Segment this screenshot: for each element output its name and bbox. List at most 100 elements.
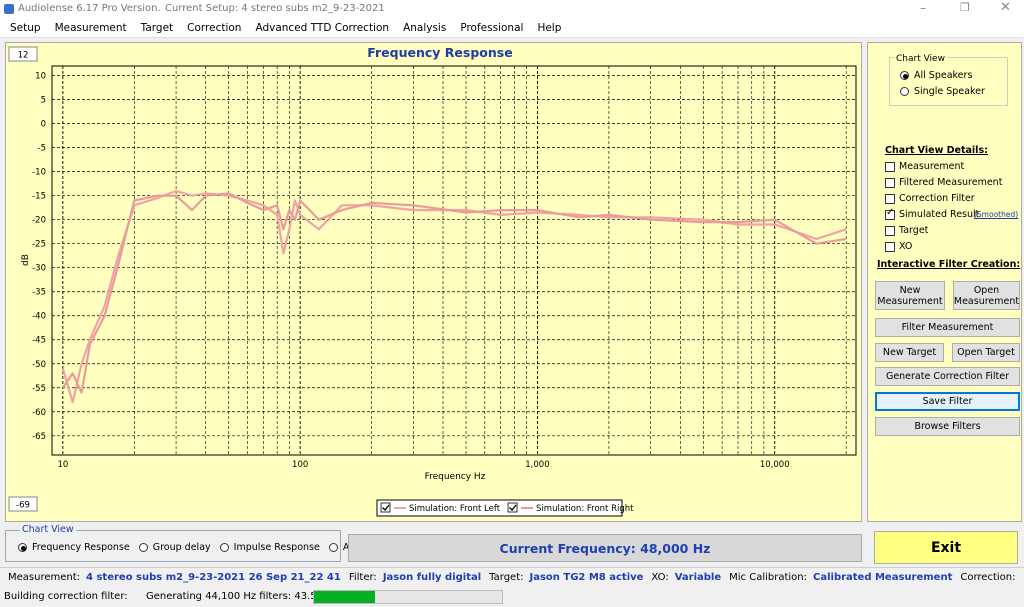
minimize[interactable]: – — [920, 1, 926, 15]
status-label: XO: — [651, 572, 669, 583]
y-tick-label: -65 — [32, 432, 46, 442]
radio-label: All Speakers — [914, 70, 973, 81]
checkbox-label: Filtered Measurement — [899, 177, 1003, 188]
checkbox[interactable] — [885, 162, 895, 172]
radio-label: Group delay — [152, 542, 211, 553]
action-button[interactable]: Open Target — [952, 343, 1020, 362]
checkbox-label: Measurement — [899, 161, 965, 172]
plot-area — [51, 65, 857, 456]
menu-item[interactable]: Help — [537, 22, 562, 34]
menu-item[interactable]: Professional — [460, 22, 524, 34]
status-label: Correction: — [960, 572, 1016, 583]
checkbox[interactable] — [885, 210, 895, 220]
legend-checkbox — [507, 502, 518, 513]
status-label: Mic Calibration: — [729, 572, 807, 583]
group-title: Chart View — [894, 54, 947, 64]
title-bar: Audiolense 6.17 Pro Version. Current Set… — [0, 0, 1024, 18]
legend-checkbox — [380, 502, 391, 513]
checkbox[interactable] — [885, 226, 895, 236]
status-value: Variable — [674, 572, 722, 583]
current-frequency: Current Frequency: 48,000 Hz — [348, 534, 862, 562]
axis-limit-box — [8, 496, 38, 512]
radio-button[interactable] — [138, 543, 148, 552]
radio-label: Single Speaker — [914, 86, 985, 97]
menu-item[interactable]: Advanced TTD Correction — [255, 22, 390, 34]
checkbox[interactable] — [885, 242, 895, 252]
y-axis-label: dB — [21, 254, 31, 266]
action-button[interactable]: New Target — [875, 343, 944, 362]
menu-item[interactable]: Measurement — [54, 22, 127, 34]
radio-label: Impulse Response — [233, 542, 320, 553]
progress-bar-row: Building correction filter: Generating 4… — [0, 587, 1024, 607]
action-button[interactable]: Save Filter — [875, 392, 1020, 411]
legend-label: Simulation: Front Right — [536, 504, 634, 514]
progress-track — [313, 590, 503, 604]
restore[interactable]: ❐ — [960, 1, 970, 14]
chart-view-group: Chart View Frequency Response Group delay I… — [5, 524, 355, 562]
close[interactable]: ✕ — [1000, 0, 1011, 15]
menu-item[interactable]: Correction — [187, 22, 242, 34]
y-tick-label: -40 — [32, 312, 46, 322]
x-tick-label: 1,000 — [525, 460, 549, 470]
menu-bar: Setup Measurement Target Correction Advanced… — [0, 18, 1024, 38]
exit-button[interactable]: Exit — [874, 531, 1018, 564]
radio-button[interactable] — [219, 543, 229, 552]
legend-check — [509, 504, 517, 511]
y-tick-label: 0 — [41, 120, 46, 130]
checkbox[interactable] — [885, 194, 895, 204]
progress-text: Generating 44,100 Hz filters: 43.5 % Com… — [146, 591, 381, 602]
status-label: Target: — [489, 572, 524, 583]
radio-dot — [903, 74, 908, 79]
checkbox[interactable] — [885, 178, 895, 188]
action-button[interactable]: New Measurement — [875, 281, 945, 310]
axis-limit-value: -69 — [16, 501, 30, 511]
status-value: Jason TG2 M8 active — [529, 572, 644, 583]
status-value: Calibrated Measurement — [813, 572, 953, 583]
y-tick-label: -35 — [32, 288, 46, 298]
check-mark: ✓ — [886, 207, 895, 218]
menu-item[interactable]: Analysis — [403, 22, 447, 34]
y-tick-label: -20 — [32, 216, 46, 226]
y-tick-label: 5 — [41, 96, 46, 106]
progress-label: Building correction filter: — [4, 591, 128, 602]
group-title: Chart View — [20, 524, 76, 535]
axis-limit-box — [8, 46, 38, 62]
menu-item[interactable]: Target — [140, 22, 174, 34]
legend-check — [382, 504, 390, 511]
radio-button[interactable] — [900, 87, 909, 96]
checkbox-label: Simulated Result — [899, 209, 980, 220]
y-tick-label: -5 — [38, 144, 46, 154]
series-line — [61, 192, 847, 394]
axis-limit-value: 12 — [18, 51, 29, 61]
status-bar: Measurement: 4 stereo subs m2_9-23-2021 2… — [0, 567, 1024, 587]
progress-fill — [314, 591, 375, 603]
y-tick-label: -55 — [32, 384, 46, 394]
x-tick-label: 100 — [292, 460, 308, 470]
window-title: Audiolense 6.17 Pro Version. — [18, 3, 161, 14]
smoothed-link[interactable]: (Smoothed) — [974, 210, 1019, 219]
checkbox-label: XO — [899, 241, 913, 252]
action-button[interactable]: Browse Filters — [875, 417, 1020, 436]
app-icon — [4, 4, 14, 14]
checkbox-label: Target — [899, 225, 929, 236]
radio-button[interactable] — [328, 543, 338, 552]
x-axis-label: Frequency Hz — [425, 472, 486, 482]
checkbox-label: Correction Filter — [899, 193, 975, 204]
status-label: Measurement: — [8, 572, 81, 583]
y-tick-label: -45 — [32, 336, 46, 346]
radio-dot — [21, 546, 26, 551]
menu-item[interactable]: Setup — [10, 22, 41, 34]
status-label: Filter: — [348, 572, 377, 583]
x-tick-label: 10,000 — [760, 460, 790, 470]
legend-label: Simulation: Front Left — [409, 504, 501, 514]
action-button[interactable]: Filter Measurement — [875, 318, 1020, 337]
status-value: 4 stereo subs m2_9-23-2021 26 Sep 21_22 … — [86, 572, 341, 583]
y-tick-label: -25 — [32, 240, 46, 250]
control-panel: Chart View All Speakers Single Speaker Char… — [867, 42, 1022, 522]
section-title: Interactive Filter Creation: — [877, 259, 1021, 270]
x-tick-label: 10 — [57, 460, 68, 470]
action-button[interactable]: Generate Correction Filter — [875, 367, 1020, 386]
action-button[interactable]: Open Measurement — [953, 281, 1020, 310]
y-tick-label: -15 — [32, 192, 46, 202]
